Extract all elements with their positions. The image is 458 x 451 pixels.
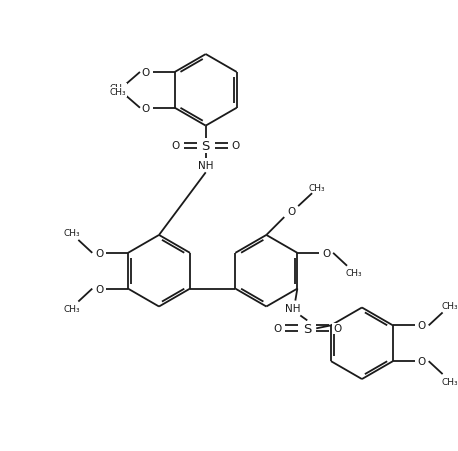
Text: CH₃: CH₃: [441, 301, 458, 310]
Text: CH₃: CH₃: [441, 377, 458, 386]
Text: O: O: [95, 249, 104, 258]
Text: CH₃: CH₃: [309, 183, 325, 192]
Text: O: O: [322, 249, 330, 258]
Text: CH₃: CH₃: [346, 269, 362, 277]
Text: O: O: [418, 321, 426, 331]
Text: O: O: [95, 284, 104, 294]
Text: O: O: [231, 141, 240, 151]
Text: CH₃: CH₃: [63, 304, 80, 313]
Text: S: S: [202, 140, 210, 152]
Text: O: O: [287, 207, 295, 216]
Text: S: S: [303, 322, 311, 335]
Text: O: O: [142, 103, 150, 114]
Text: O: O: [273, 324, 282, 334]
Text: O: O: [333, 324, 341, 334]
Text: O: O: [142, 68, 150, 78]
Text: CH₃: CH₃: [63, 229, 80, 238]
Text: CH₃: CH₃: [110, 84, 126, 93]
Text: O: O: [172, 141, 180, 151]
Text: O: O: [418, 356, 426, 366]
Text: NH: NH: [284, 304, 300, 314]
Text: NH: NH: [198, 161, 213, 171]
Text: CH₃: CH₃: [110, 88, 126, 97]
